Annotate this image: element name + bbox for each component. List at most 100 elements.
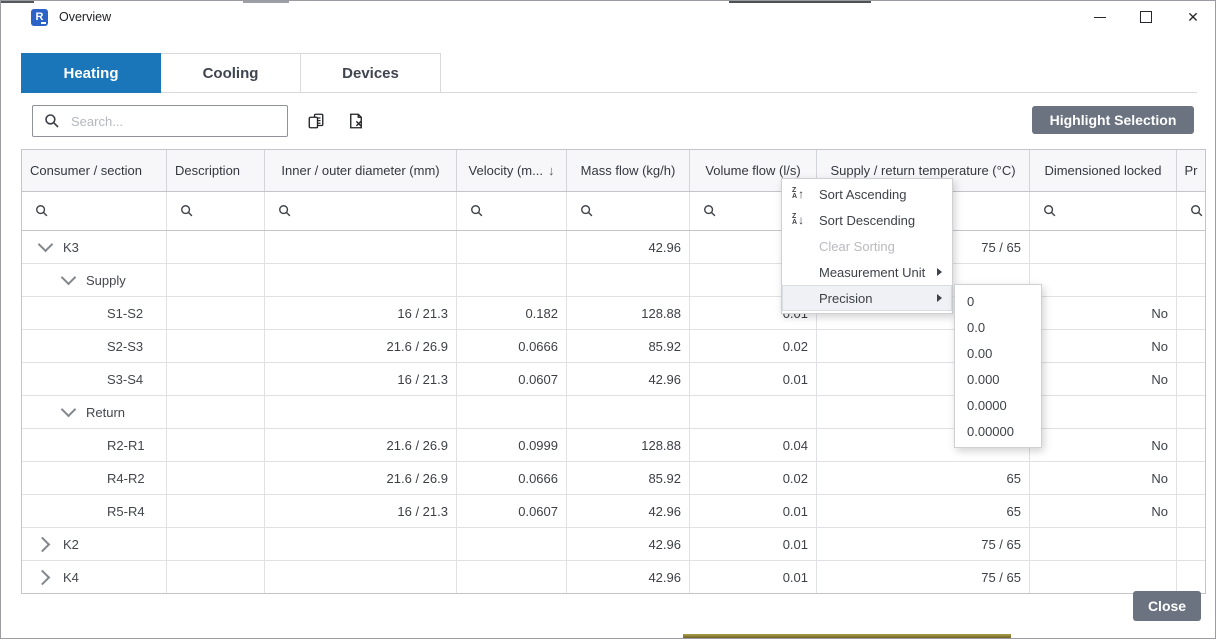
cell-diameter[interactable]: 16 / 21.3 [265,495,457,527]
filter-cell-velocity-m[interactable] [457,192,567,230]
cell-diameter[interactable]: 21.6 / 26.9 [265,429,457,461]
column-header-velocity-m[interactable]: Velocity (m...↓ [457,150,567,191]
tree-cell[interactable]: S2-S3 [22,330,167,362]
cell-mass-flow[interactable]: 42.96 [567,231,690,263]
cell-pr[interactable] [1177,231,1205,263]
expand-icon[interactable] [35,569,51,585]
cell-velocity[interactable]: 0.0666 [457,462,567,494]
cell-mass-flow[interactable]: 42.96 [567,561,690,593]
cell-pr[interactable] [1177,363,1205,395]
cell-temperature[interactable]: 65 [817,495,1030,527]
cell-pr[interactable] [1177,495,1205,527]
cell-description[interactable] [167,429,265,461]
cell-velocity[interactable] [457,396,567,428]
cell-description[interactable] [167,330,265,362]
cell-volume-flow[interactable]: 0.01 [690,528,817,560]
cell-mass-flow[interactable]: 42.96 [567,528,690,560]
cell-diameter[interactable] [265,264,457,296]
cell-diameter[interactable]: 16 / 21.3 [265,297,457,329]
cell-description[interactable] [167,297,265,329]
cell-temperature[interactable]: 75 / 65 [817,528,1030,560]
precision-option-4[interactable]: 0.0000 [955,392,1041,418]
cell-velocity[interactable]: 0.182 [457,297,567,329]
cell-pr[interactable] [1177,462,1205,494]
cell-locked[interactable]: No [1030,363,1177,395]
cell-pr[interactable] [1177,429,1205,461]
precision-option-3[interactable]: 0.000 [955,366,1041,392]
highlight-selection-button[interactable]: Highlight Selection [1032,106,1194,134]
collapse-icon[interactable] [61,402,77,418]
cell-velocity[interactable]: 0.0999 [457,429,567,461]
menu-item-precision[interactable]: Precision [782,285,952,311]
cell-locked[interactable]: No [1030,462,1177,494]
menu-item-measurement-unit[interactable]: Measurement Unit [782,259,952,285]
cell-pr[interactable] [1177,561,1205,593]
cell-description[interactable] [167,231,265,263]
precision-option-0[interactable]: 0 [955,288,1041,314]
cell-velocity[interactable] [457,264,567,296]
close-button[interactable]: Close [1133,591,1201,621]
tree-cell[interactable]: Return [22,396,167,428]
cell-locked[interactable] [1030,396,1177,428]
table-row-r5-r4[interactable]: R5-R416 / 21.30.060742.960.0165No [22,495,1205,528]
clear-filter-button[interactable] [341,107,371,135]
cell-pr[interactable] [1177,264,1205,296]
cell-pr[interactable] [1177,396,1205,428]
collapse-icon[interactable] [38,237,54,253]
menu-item-sort-descending[interactable]: ZA↓ Sort Descending [782,207,952,233]
cell-mass-flow[interactable]: 85.92 [567,462,690,494]
cell-velocity[interactable] [457,528,567,560]
search-input[interactable] [69,113,287,130]
tree-cell[interactable]: R2-R1 [22,429,167,461]
cell-description[interactable] [167,264,265,296]
filter-cell-inner-outer-diameter-mm[interactable] [265,192,457,230]
tree-cell[interactable]: S3-S4 [22,363,167,395]
cell-diameter[interactable] [265,561,457,593]
minimize-button[interactable] [1077,1,1123,33]
precision-option-5[interactable]: 0.00000 [955,418,1041,444]
cell-volume-flow[interactable]: 0.02 [690,330,817,362]
tree-cell[interactable]: S1-S2 [22,297,167,329]
cell-locked[interactable]: No [1030,297,1177,329]
cell-volume-flow[interactable]: 0.01 [690,363,817,395]
cell-locked[interactable]: No [1030,429,1177,461]
column-header-consumer-section[interactable]: Consumer / section [22,150,167,191]
cell-mass-flow[interactable]: 128.88 [567,429,690,461]
tree-cell[interactable]: K3 [22,231,167,263]
precision-option-2[interactable]: 0.00 [955,340,1041,366]
tree-cell[interactable]: R4-R2 [22,462,167,494]
tab-cooling[interactable]: Cooling [161,53,301,93]
cell-diameter[interactable]: 21.6 / 26.9 [265,330,457,362]
cell-mass-flow[interactable]: 128.88 [567,297,690,329]
tree-cell[interactable]: Supply [22,264,167,296]
table-row-r4-r2[interactable]: R4-R221.6 / 26.90.066685.920.0265No [22,462,1205,495]
column-header-dimensioned-locked[interactable]: Dimensioned locked [1030,150,1177,191]
cell-locked[interactable] [1030,231,1177,263]
column-header-pr[interactable]: Pr [1177,150,1205,191]
cell-pr[interactable] [1177,528,1205,560]
expand-icon[interactable] [35,536,51,552]
tab-devices[interactable]: Devices [301,53,441,93]
filter-cell-consumer-section[interactable] [22,192,167,230]
tree-cell[interactable]: K4 [22,561,167,593]
cell-description[interactable] [167,396,265,428]
cell-volume-flow[interactable]: 0.04 [690,429,817,461]
cell-mass-flow[interactable] [567,396,690,428]
tab-heating[interactable]: Heating [21,53,161,93]
close-window-button[interactable]: ✕ [1170,1,1216,33]
cell-locked[interactable]: No [1030,330,1177,362]
menu-item-sort-ascending[interactable]: ZA↑ Sort Ascending [782,181,952,207]
cell-diameter[interactable] [265,528,457,560]
cell-temperature[interactable]: 75 / 65 [817,561,1030,593]
cell-velocity[interactable]: 0.0607 [457,363,567,395]
cell-description[interactable] [167,561,265,593]
cell-temperature[interactable]: 65 [817,462,1030,494]
column-header-description[interactable]: Description [167,150,265,191]
collapse-icon[interactable] [61,270,77,286]
cell-volume-flow[interactable] [690,396,817,428]
table-row-k2[interactable]: K242.960.0175 / 65 [22,528,1205,561]
table-row-k3[interactable]: K342.9675 / 65 [22,231,1205,264]
cell-locked[interactable] [1030,264,1177,296]
copy-table-button[interactable] [301,107,331,135]
precision-option-1[interactable]: 0.0 [955,314,1041,340]
